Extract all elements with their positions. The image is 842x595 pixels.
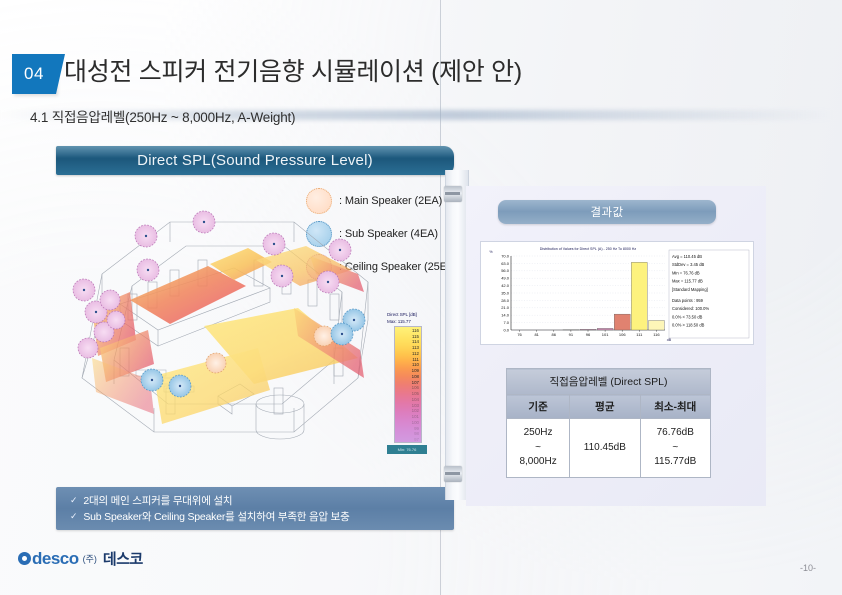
svg-text:0.0% > 118.50 dB: 0.0% > 118.50 dB [672, 323, 705, 328]
svg-text:28.0: 28.0 [501, 298, 510, 303]
bullet-item-2: ✓ Sub Speaker와 Ceiling Speaker를 설치하여 부족한… [56, 508, 454, 524]
svg-text:70.0: 70.0 [501, 253, 510, 258]
svg-text:Considered: 100.0%: Considered: 100.0% [672, 306, 709, 311]
svg-text:21.0: 21.0 [501, 305, 510, 310]
spl-distribution-chart: Distribution of Values for Direct SPL (A… [480, 241, 754, 345]
svg-text:81: 81 [534, 332, 539, 337]
color-scale-max: Max: 115.77 [387, 318, 411, 324]
svg-text:35.0: 35.0 [501, 290, 510, 295]
banner-gloss [56, 146, 454, 158]
svg-text:101: 101 [602, 332, 609, 337]
legend-label-sub: : Sub Speaker (4EA) [339, 227, 438, 240]
criteria-line-1: 250Hz [523, 427, 553, 439]
svg-text:dB: dB [667, 338, 672, 342]
hall-3d-acoustic-render [58, 208, 388, 448]
legend-item-main-speaker: : Main Speaker (2EA) [306, 184, 506, 217]
svg-text:42.0: 42.0 [501, 283, 510, 288]
page-number: -10- [799, 563, 816, 573]
results-panel: 결과값 Distribution of Values for Direct SP… [466, 186, 766, 506]
svg-text:63.0: 63.0 [501, 261, 510, 266]
svg-text:96: 96 [586, 332, 591, 337]
logo-text: desco [32, 548, 79, 568]
binder-spine [444, 170, 469, 500]
criteria-line-2: ~ [535, 441, 541, 453]
color-scale-caption: Direct SPL [dB] [387, 312, 417, 317]
svg-text:86: 86 [552, 332, 557, 337]
binder-clip-bottom [444, 466, 462, 482]
color-scale-bar: 116 115 114 113 112 111 110 109 108 107 106 105 104 1… [394, 326, 422, 444]
page-fold-line [440, 0, 441, 595]
svg-text:76: 76 [517, 332, 522, 337]
bullet-item-1: ✓ 2대의 메인 스피커를 무대위에 설치 [56, 492, 454, 508]
legend-label-ceiling: : Ceiling Speaker (25EA) [339, 260, 458, 273]
minmax-line-1: 76.76dB [656, 427, 694, 439]
summary-bullets: ✓ 2대의 메인 스피커를 무대위에 설치 ✓ Sub Speaker와 Cei… [56, 487, 454, 530]
svg-text:7.0: 7.0 [503, 320, 509, 325]
svg-text:49.0: 49.0 [501, 276, 510, 281]
direct-spl-banner: Direct SPL(Sound Pressure Level) [56, 146, 454, 175]
binder-clip-top [444, 186, 462, 202]
svg-text:Min = 76.76 dB: Min = 76.76 dB [672, 270, 700, 275]
table-header-row: 기준 평균 최소-최대 [505, 394, 712, 419]
svg-text:Distribution of Values for Dir: Distribution of Values for Direct SPL (A… [540, 247, 637, 251]
check-icon: ✓ [70, 510, 78, 521]
svg-text:14.0: 14.0 [501, 313, 510, 318]
bullet-label-2: Sub Speaker와 Ceiling Speaker를 설치하여 부족한 음… [83, 510, 350, 523]
cell-minmax: 76.76dB ~ 115.77dB [639, 418, 712, 478]
table-header-criteria: 기준 [505, 394, 571, 419]
svg-text:56.0: 56.0 [501, 268, 510, 273]
table-header-average: 평균 [569, 394, 641, 419]
desco-mark-icon [18, 552, 31, 565]
logo-corp-mark: (주) [82, 554, 97, 564]
results-banner: 결과값 [498, 200, 716, 224]
table-title-row: 직접음압레벨 (Direct SPL) [506, 368, 711, 395]
direct-spl-results-table: 직접음압레벨 (Direct SPL) 기준 평균 최소-최대 250Hz ~ … [505, 368, 712, 478]
minmax-line-2: ~ [672, 441, 679, 453]
table-row: 250Hz ~ 8,000Hz 110.45dB 76.76dB ~ 115.7… [505, 418, 712, 478]
table-header-minmax: 최소-최대 [639, 394, 712, 419]
company-logo: desco (주) 데스코 [18, 548, 143, 569]
color-scale-ticks: 116 115 114 113 112 111 110 109 108 107 106 105 104 1… [411, 327, 419, 443]
svg-text:0.0: 0.0 [503, 327, 509, 332]
svg-text:%: % [489, 250, 493, 254]
spl-color-scale: Direct SPL [dB] Max: 115.77 116 115 114 113… [387, 312, 435, 455]
svg-text:Data points : 959: Data points : 959 [672, 298, 704, 303]
main-speaker-dot-icon [306, 187, 332, 214]
svg-text:111: 111 [636, 332, 643, 337]
color-scale-min: Min: 76.76 [387, 445, 427, 455]
section-subtitle: 4.1 직접음압레벨(250Hz ~ 8,000Hz, A-Weight) [30, 110, 296, 125]
svg-text:Max = 115.77 dB: Max = 115.77 dB [672, 279, 703, 284]
cell-criteria: 250Hz ~ 8,000Hz [505, 418, 571, 478]
svg-text:Avg = 110.45 dB: Avg = 110.45 dB [672, 254, 702, 259]
svg-text:116: 116 [653, 332, 660, 337]
slide-header: 04 대성전 스피커 전기음향 시뮬레이션 (제안 안) [0, 24, 842, 120]
logo-korean-name: 데스코 [102, 551, 143, 568]
slide-number-badge: 04 [12, 54, 65, 94]
bullet-label-1: 2대의 메인 스피커를 무대위에 설치 [83, 494, 233, 507]
svg-text:106: 106 [619, 332, 626, 337]
cell-average: 110.45dB [569, 418, 641, 478]
results-banner-label: 결과값 [590, 207, 624, 219]
page-title: 대성전 스피커 전기음향 시뮬레이션 (제안 안) [64, 58, 522, 86]
direct-spl-panel: Direct SPL(Sound Pressure Level) : Main … [56, 146, 458, 536]
minmax-line-3: 115.77dB [654, 456, 697, 468]
svg-text:StdDev = 3.45 dB: StdDev = 3.45 dB [672, 262, 704, 267]
legend-label-main: : Main Speaker (2EA) [339, 194, 443, 207]
table-title: 직접음압레벨 (Direct SPL) [506, 368, 711, 395]
svg-text:0.0% < 73.50 dB: 0.0% < 73.50 dB [672, 314, 703, 319]
direct-spl-banner-label: Direct SPL(Sound Pressure Level) [137, 152, 373, 169]
svg-text:91: 91 [569, 332, 574, 337]
check-icon: ✓ [70, 494, 78, 505]
svg-text:[Standard Mapping]: [Standard Mapping] [672, 287, 708, 292]
criteria-line-3: 8,000Hz [519, 456, 557, 468]
header-divider [0, 110, 842, 120]
